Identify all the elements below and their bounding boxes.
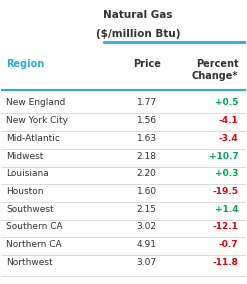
Text: -11.8: -11.8: [212, 258, 238, 267]
Text: 3.07: 3.07: [137, 258, 157, 267]
Text: ($/million Btu): ($/million Btu): [96, 29, 180, 39]
Text: +1.4: +1.4: [215, 205, 238, 214]
Text: +10.7: +10.7: [208, 152, 238, 160]
Text: 4.91: 4.91: [137, 240, 157, 249]
Text: Southern CA: Southern CA: [6, 222, 63, 231]
Text: Midwest: Midwest: [6, 152, 44, 160]
Text: Percent
Change*: Percent Change*: [192, 59, 238, 81]
Text: Houston: Houston: [6, 187, 44, 196]
Text: Northern CA: Northern CA: [6, 240, 62, 249]
Text: 2.15: 2.15: [137, 205, 157, 214]
Text: +0.5: +0.5: [215, 99, 238, 107]
Text: 2.18: 2.18: [137, 152, 157, 160]
Text: 1.56: 1.56: [137, 116, 157, 125]
Text: Mid-Atlantic: Mid-Atlantic: [6, 134, 60, 143]
Text: 1.77: 1.77: [137, 99, 157, 107]
Text: Natural Gas: Natural Gas: [103, 10, 173, 20]
Text: -4.1: -4.1: [219, 116, 238, 125]
Text: 1.60: 1.60: [137, 187, 157, 196]
Text: -12.1: -12.1: [212, 222, 238, 231]
Text: -0.7: -0.7: [219, 240, 238, 249]
Text: -19.5: -19.5: [212, 187, 238, 196]
Text: -3.4: -3.4: [219, 134, 238, 143]
Text: Northwest: Northwest: [6, 258, 53, 267]
Text: 2.20: 2.20: [137, 169, 157, 178]
Text: Price: Price: [133, 59, 161, 69]
Text: 3.02: 3.02: [137, 222, 157, 231]
Text: Southwest: Southwest: [6, 205, 54, 214]
Text: 1.63: 1.63: [137, 134, 157, 143]
Text: Louisiana: Louisiana: [6, 169, 49, 178]
Text: +0.3: +0.3: [215, 169, 238, 178]
Text: New York City: New York City: [6, 116, 68, 125]
Text: Region: Region: [6, 59, 44, 69]
Text: New England: New England: [6, 99, 66, 107]
